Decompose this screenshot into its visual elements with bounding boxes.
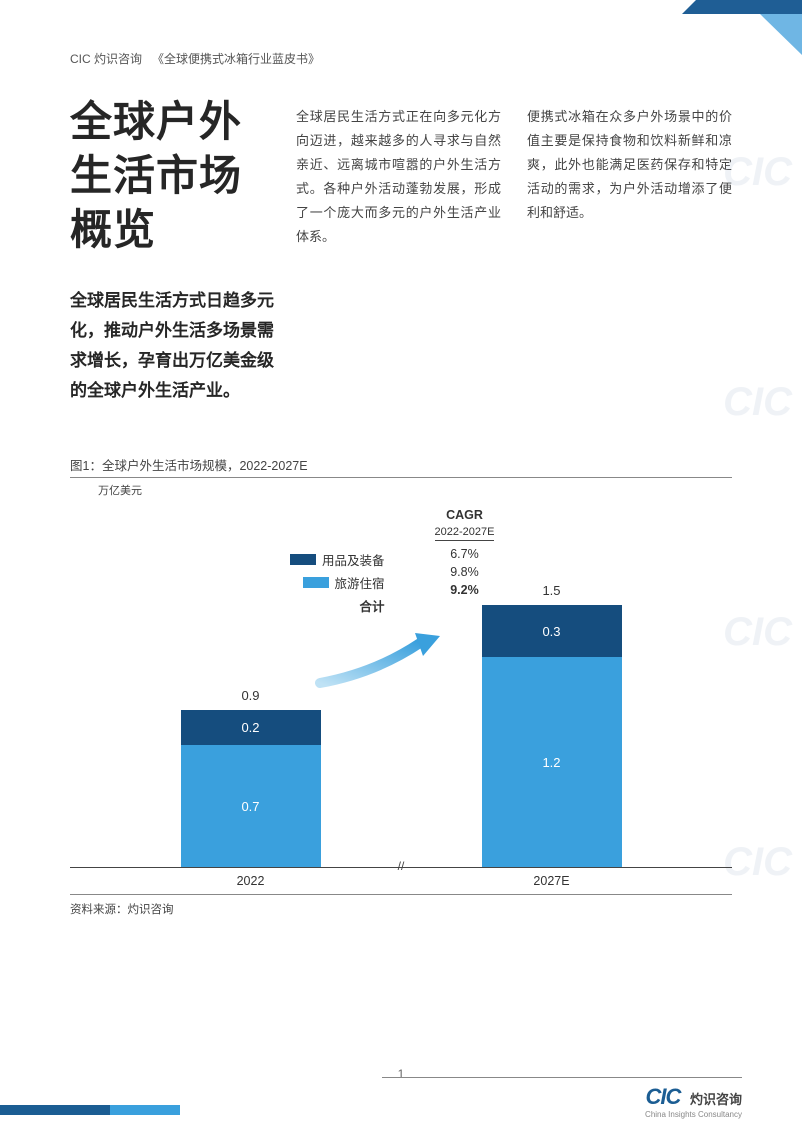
bar-seg-2027e-top: 0.3 [482, 605, 622, 657]
x-axis-labels: 2022 2027E [70, 874, 732, 888]
x-label-2027e: 2027E [482, 874, 622, 888]
chart-caption: 图1：全球户外生活市场规模，2022-2027E [70, 455, 732, 478]
bar-seg-2022-top: 0.2 [181, 710, 321, 745]
x-label-2022: 2022 [181, 874, 321, 888]
chart-source: 资料来源：灼识咨询 [70, 894, 732, 917]
bar-total-2027e: 1.5 [542, 583, 560, 598]
bar-seg-2022-top-value: 0.2 [241, 720, 259, 735]
cagr-total: 9.2% [435, 583, 495, 597]
bar-group-2027e: 1.5 0.3 1.2 [482, 605, 622, 867]
bar-seg-2027e-bottom-value: 1.2 [542, 755, 560, 770]
cagr-period: 2022-2027E [435, 526, 495, 541]
bar-total-2022: 0.9 [241, 688, 259, 703]
footer-logo-sub: China Insights Consultancy [382, 1110, 742, 1119]
cagr-series1: 6.7% [435, 547, 495, 561]
chart-unit: 万亿美元 [98, 482, 732, 498]
bar-seg-2022-bottom-value: 0.7 [241, 799, 259, 814]
legend-swatch-series2 [303, 577, 329, 588]
legend: 用品及装备 旅游住宿 合计 [290, 508, 385, 615]
paragraph-2: 便携式冰箱在众多户外场景中的价值主要是保持食物和饮料新鲜和凉爽，此外也能满足医药… [527, 95, 732, 256]
watermark: CIC [723, 610, 792, 655]
bars-container: 0.9 0.2 0.7 1.5 0.3 [70, 607, 732, 867]
footer-logo: CIC 灼识咨询 China Insights Consultancy [382, 1077, 742, 1119]
footer-logo-text: 灼识咨询 [690, 1092, 742, 1107]
paragraph-1: 全球居民生活方式正在向多元化方向迈进，越来越多的人寻求与自然亲近、远离城市喧嚣的… [296, 95, 501, 256]
cagr-series2: 9.8% [435, 565, 495, 579]
watermark: CIC [723, 380, 792, 425]
header-doc-title: 《全球便携式冰箱行业蓝皮书》 [152, 52, 320, 66]
bar-seg-2027e-top-value: 0.3 [542, 624, 560, 639]
watermark: CIC [723, 840, 792, 885]
cagr-table: CAGR 2022-2027E 6.7% 9.8% 9.2% [435, 508, 495, 615]
legend-swatch-series1 [290, 554, 316, 565]
legend-label-series1: 用品及装备 [322, 550, 385, 569]
legend-item-series1: 用品及装备 [290, 550, 385, 569]
bar-stack-2027e: 0.3 1.2 [482, 605, 622, 867]
subtitle: 全球居民生活方式日趋多元化，推动户外生活多场景需求增长，孕育出万亿美金级的全球户… [70, 286, 280, 405]
legend-label-series2: 旅游住宿 [335, 573, 385, 592]
watermark: CIC [723, 150, 792, 195]
corner-decoration [682, 0, 802, 90]
bar-stack-2022: 0.2 0.7 [181, 710, 321, 867]
page: CIC CIC CIC CIC CIC 灼识咨询 《全球便携式冰箱行业蓝皮书》 … [0, 0, 802, 1133]
cagr-head: CAGR [435, 508, 495, 522]
header-line: CIC 灼识咨询 《全球便携式冰箱行业蓝皮书》 [70, 50, 732, 67]
legend-item-series2: 旅游住宿 [290, 573, 385, 592]
stacked-bar-chart: 用品及装备 旅游住宿 合计 CAGR 2022-2027E 6.7% 9.8% … [70, 508, 732, 868]
footer-bar-decoration [0, 1105, 180, 1115]
footer-logo-mark: CIC [645, 1084, 680, 1109]
title-column: 全球户外生活市场概览 [70, 95, 270, 256]
page-title: 全球户外生活市场概览 [70, 95, 270, 256]
axis-break: // [398, 859, 405, 873]
bar-group-2022: 0.9 0.2 0.7 [181, 710, 321, 867]
bar-seg-2027e-bottom: 1.2 [482, 657, 622, 867]
legend-and-cagr: 用品及装备 旅游住宿 合计 CAGR 2022-2027E 6.7% 9.8% … [290, 508, 494, 615]
header-brand: CIC 灼识咨询 [70, 52, 142, 66]
bar-seg-2022-bottom: 0.7 [181, 745, 321, 867]
top-content-grid: 全球户外生活市场概览 全球居民生活方式正在向多元化方向迈进，越来越多的人寻求与自… [70, 95, 732, 256]
